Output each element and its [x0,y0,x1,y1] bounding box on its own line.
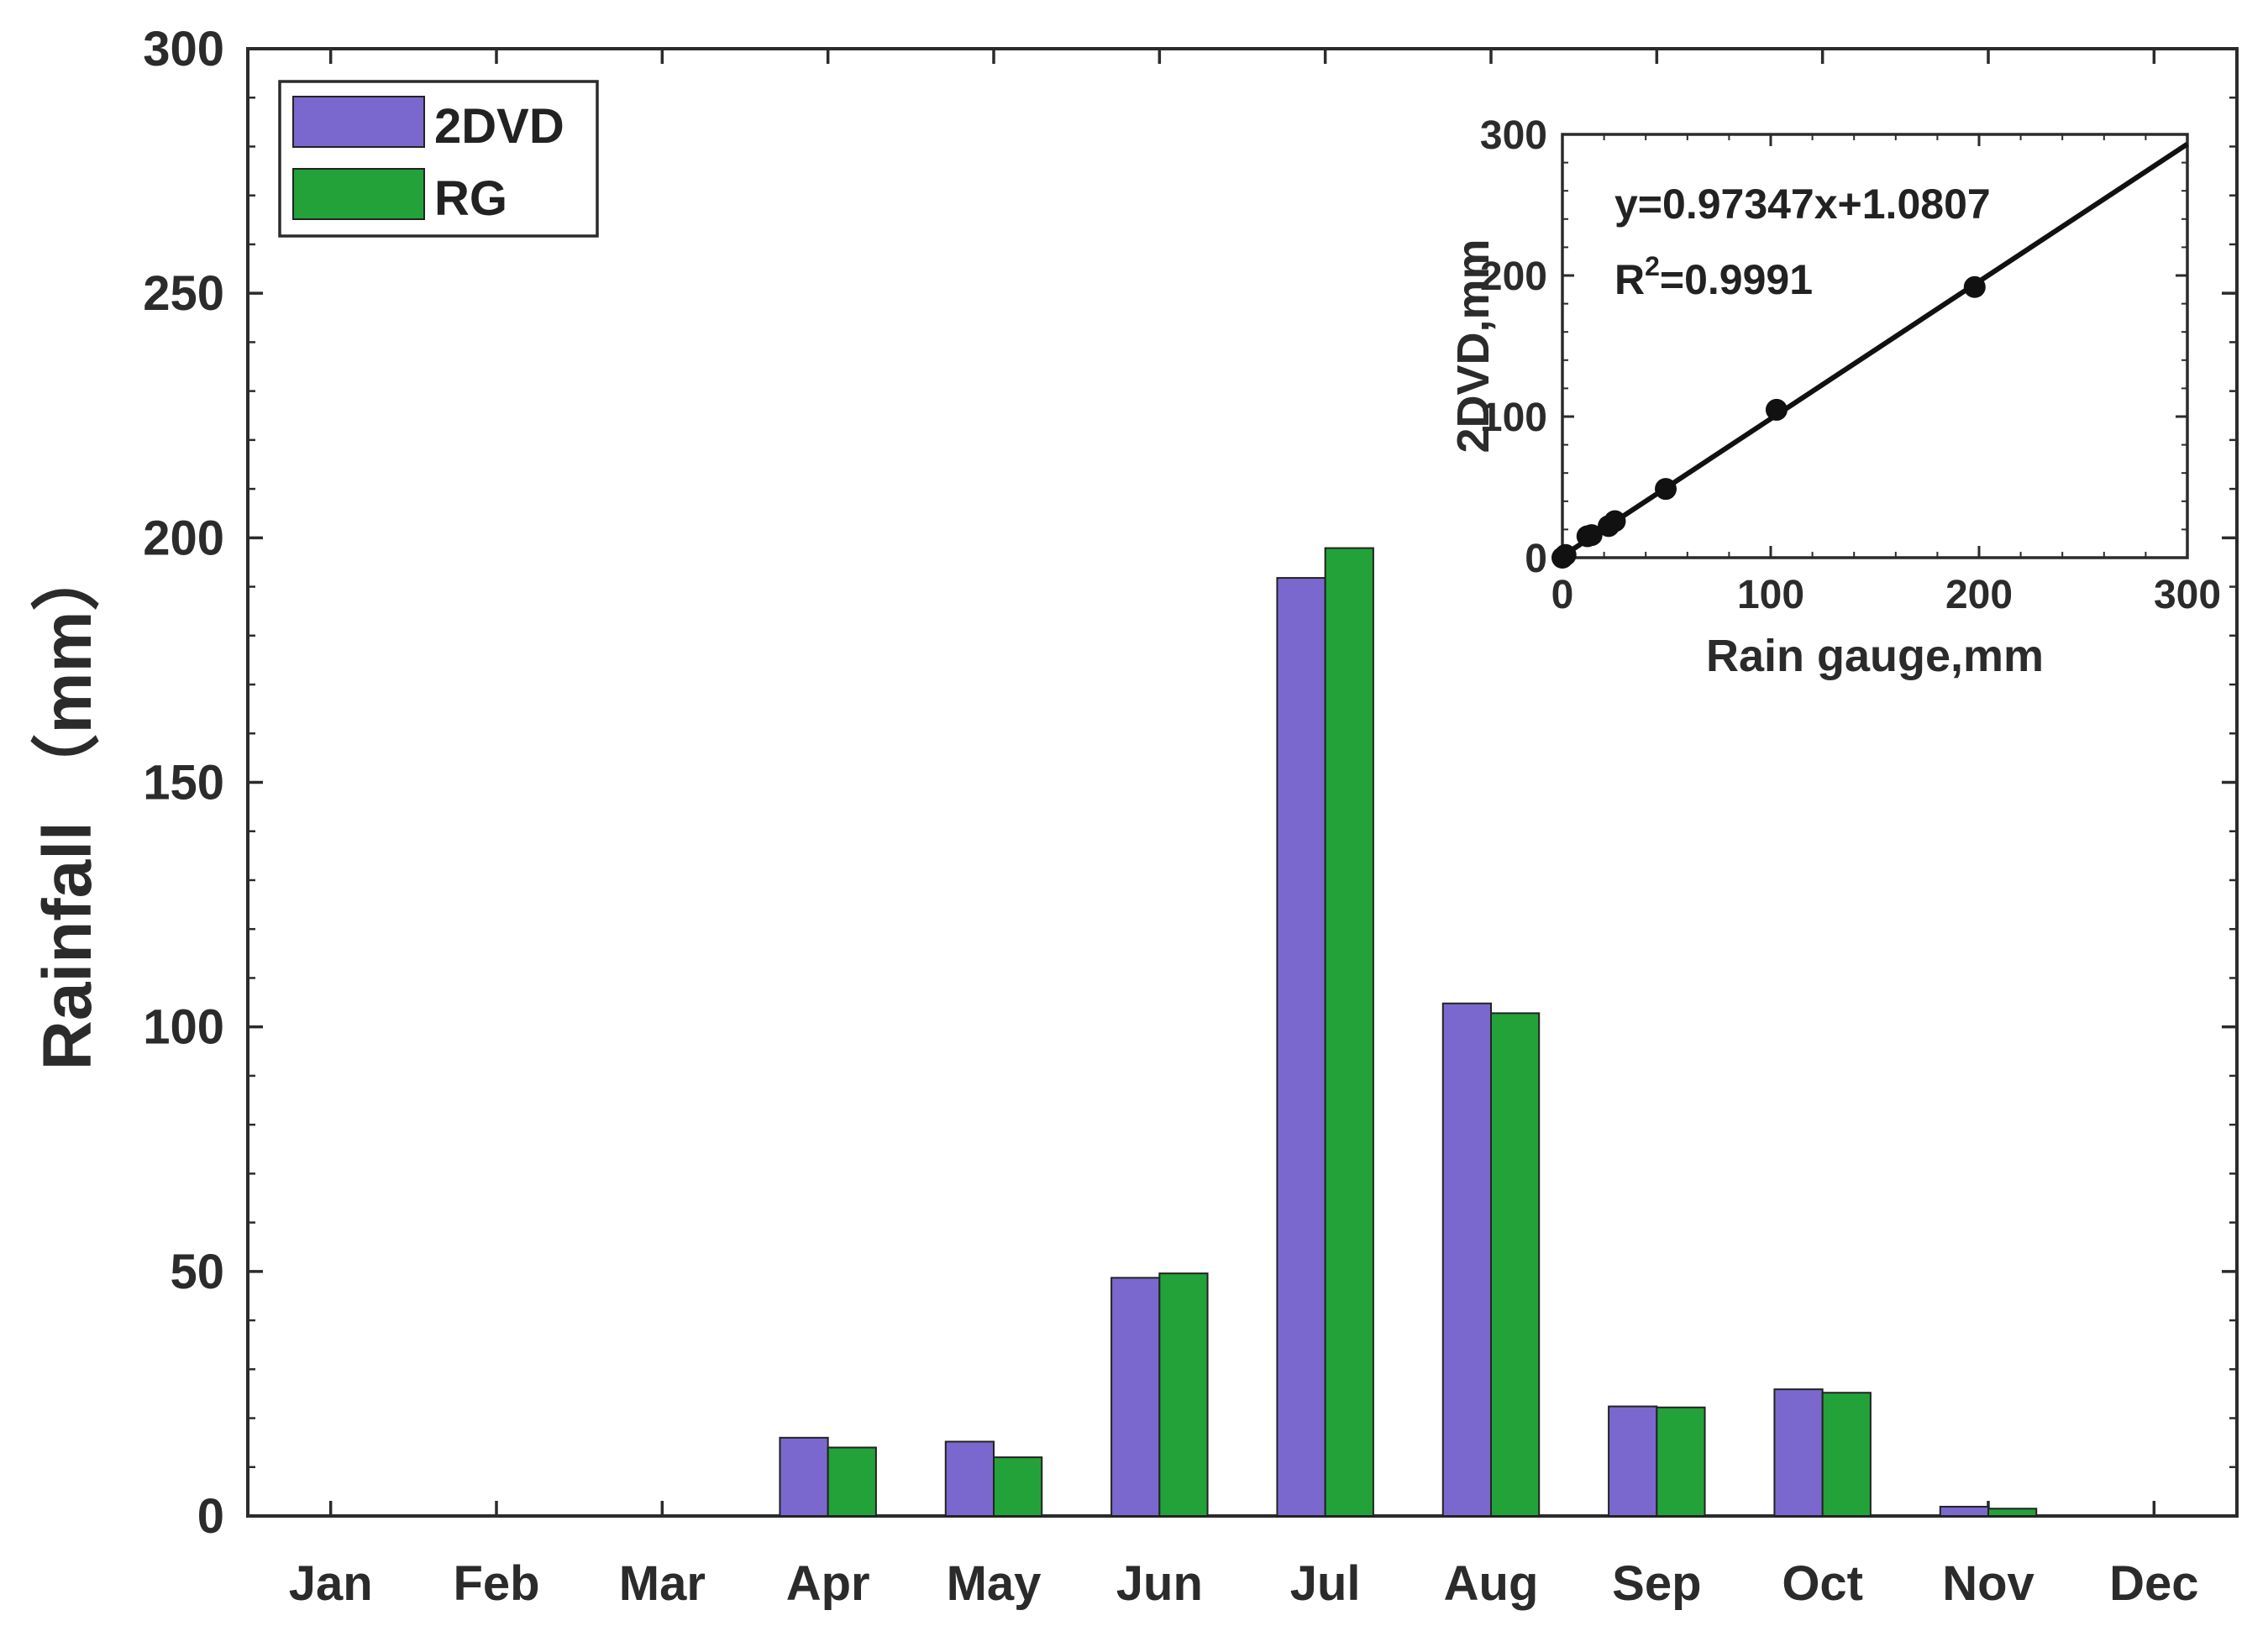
y-axis-title: Rainfall （mm） [29,543,106,1071]
x-tick-label: Jul [1290,1556,1361,1611]
inset-x-tick-label: 300 [2154,573,2221,617]
bar-rg-sep [1656,1406,1706,1518]
bar-2dvd-apr [779,1436,829,1517]
scatter-point [1655,478,1677,501]
y-tick-label: 300 [143,22,224,76]
bar-2dvd-jun [1110,1277,1161,1518]
inset-x-tick-label: 100 [1737,573,1804,617]
scatter-point [1580,524,1603,547]
bar-rg-nov [1987,1508,2038,1518]
legend-swatch-2dvd [292,96,425,148]
legend-label-2dvd: 2DVD [434,99,564,154]
r-squared-prefix: R [1614,256,1645,303]
y-tick-label: 100 [143,1000,224,1055]
y-tick-label: 50 [170,1245,224,1299]
main-x-tick-labels: Jan Feb Mar Apr May Jun Jul Aug Sep Oct Nov Dec [289,1556,2199,1611]
inset-x-tick-label: 200 [1945,573,2013,617]
inset-y-tick-labels: 0 100 200 300 [1480,113,1547,581]
x-tick-label: Jun [1116,1556,1203,1611]
bar-2dvd-jul [1276,577,1326,1517]
y-tick-label: 150 [143,756,224,810]
x-tick-label: Nov [1942,1556,2034,1611]
bar-2dvd-sep [1608,1405,1658,1518]
scatter-point [1554,543,1577,566]
inset-y-tick-label: 100 [1480,396,1547,440]
bar-2dvd-oct [1773,1388,1824,1517]
bar-rg-may [993,1456,1043,1517]
x-tick-label: Feb [453,1556,539,1611]
legend-swatch-rg [292,168,425,220]
x-tick-label: Apr [786,1556,870,1611]
bar-rg-jul [1324,547,1374,1517]
r-squared-value: =0.9991 [1660,256,1813,303]
main-y-tick-labels: 0 50 100 150 200 250 300 [143,22,224,1544]
x-tick-label: Sep [1612,1556,1701,1611]
inset-points [1551,275,1986,569]
x-tick-label: Mar [619,1556,706,1611]
legend-label-rg: RG [434,171,507,226]
y-tick-label: 200 [143,511,224,565]
inset-y-tick-label: 300 [1480,113,1547,158]
x-tick-label: May [947,1556,1042,1611]
x-tick-label: Dec [2109,1556,2198,1611]
inset-x-axis-title: Rain gauge,mm [1706,631,2044,681]
inset-y-axis-title: 2DVD,mm [1448,239,1499,453]
x-tick-label: Aug [1444,1556,1539,1611]
x-tick-label: Oct [1782,1556,1863,1611]
y-tick-label: 250 [143,266,224,321]
inset-x-tick-label: 0 [1551,573,1574,617]
r-squared: R2=0.9991 [1614,251,1813,303]
r-squared-superscript: 2 [1645,251,1660,281]
bar-rg-apr [827,1446,877,1518]
bar-rg-aug [1490,1012,1541,1517]
inset-plot-frame [1561,133,2189,559]
legend: 2DVD RG [278,80,599,238]
bar-2dvd-aug [1441,1002,1492,1518]
scatter-point [1765,398,1788,421]
main-bars [779,547,2038,1518]
inset-x-tick-labels: 0 100 200 300 [1551,573,2221,617]
inset-tick-marks [1561,133,2189,559]
scatter-point [1963,275,1986,298]
bar-rg-jun [1158,1272,1209,1518]
fit-equation: y=0.97347x+1.0807 [1614,181,1991,228]
inset-y-tick-label: 200 [1480,254,1547,299]
bar-rg-oct [1821,1392,1872,1517]
bar-2dvd-nov [1939,1505,1990,1518]
inset-y-tick-label: 0 [1525,537,1547,581]
bar-2dvd-may [944,1440,995,1518]
scatter-point [1604,510,1626,532]
x-tick-label: Jan [289,1556,373,1611]
y-tick-label: 0 [197,1489,224,1544]
